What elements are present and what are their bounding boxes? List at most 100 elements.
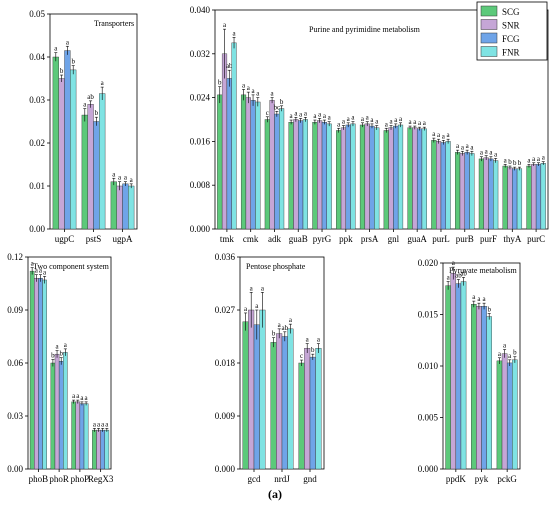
significance-letter: b [513,159,517,167]
bar [104,429,110,470]
x-tick-label: adk [268,234,281,244]
bar [540,163,546,230]
y-tick-label: 0.016 [190,136,211,146]
bar [312,122,318,230]
bar [469,153,475,230]
bar [431,140,437,230]
significance-letter: a [537,155,541,163]
bar [506,362,513,470]
y-tick-label: 0.05 [29,9,45,19]
legend-label: FCG [502,34,520,44]
legend-label: SNR [502,21,520,31]
significance-letter: a [447,131,451,139]
x-tick-label: pyk [475,474,489,484]
significance-letter: a [101,420,105,428]
x-tick-label: tmk [220,234,235,244]
x-tick-label: phoB [29,474,49,484]
x-tick-label: gcd [248,474,261,484]
y-tick-label: 0.06 [7,358,23,368]
bar [440,142,446,230]
significance-letter: a [470,143,474,151]
significance-letter: a [347,115,351,123]
significance-letter: a [498,350,502,358]
significance-letter: a [31,260,35,268]
figure-caption: (a) [268,487,282,501]
significance-letter: a [317,336,321,344]
bar [92,429,97,470]
significance-letter: a [306,336,310,344]
chart-purine: 0.000 0.008 0.016 0.024 0.032 0.040 Purine and… [190,5,549,244]
y-tick-label: 0.00 [7,464,23,474]
bar [374,127,380,230]
significance-letter: a [423,119,427,127]
bar [79,403,85,470]
significance-letter: a [105,420,109,428]
y-tick-label: 0.000 [418,464,439,474]
bar [93,121,100,230]
x-tick-label: RegX3 [88,474,114,484]
bar [397,124,404,230]
bar [478,158,484,230]
y-tick-label: 0.000 [215,464,236,474]
significance-letter: a [477,295,481,303]
significance-letter: a [442,132,446,140]
significance-letter: a [112,170,116,178]
bar [526,165,532,230]
significance-letter: a [437,131,441,139]
significance-letter: ab [226,62,233,70]
bar [248,309,255,470]
significance-letter: a [542,154,546,162]
chart-title: Pentose phosphate [246,262,306,271]
chart-title: Pyruvate metabolism [449,266,518,275]
bar [75,401,81,470]
x-tick-label: purF [480,234,497,244]
bar [364,123,370,230]
y-tick-label: 0.015 [418,310,439,320]
significance-letter: a [408,118,412,126]
bar [64,50,71,230]
bar [340,127,347,230]
bar [240,94,247,230]
bar [58,361,64,470]
significance-letter: a [130,176,134,184]
significance-letter: a [337,120,341,128]
bar [450,273,457,470]
bar [350,123,356,230]
chart-title: Transporters [94,19,134,28]
bar [288,122,294,230]
bar [416,128,423,230]
chart-title: Purine and pyrimidine metabolism [309,25,421,34]
significance-letter: a [466,142,470,150]
bar [304,348,311,470]
bar [483,157,489,230]
bar [302,119,308,230]
bar [52,56,59,230]
significance-letter: a [370,116,374,124]
bar [336,130,342,230]
y-tick-label: 0.03 [7,411,23,421]
significance-letter: a [118,174,122,182]
significance-letter: a [97,420,101,428]
bar [393,125,399,230]
chart-pentose: 0.000 0.009 0.018 0.027 0.036 Pentose phospha… [215,252,325,484]
bar [276,333,283,470]
x-tick-label: ppdK [446,474,467,484]
significance-letter: a [223,21,227,29]
x-tick-label: cmk [243,234,259,244]
bar [496,360,503,470]
significance-letter: a [35,267,39,275]
x-tick-label: pyrG [313,234,332,244]
bar [293,119,299,230]
significance-letter: a [432,130,436,138]
bar [464,152,470,230]
bar [110,181,117,230]
significance-letter: a [54,45,58,53]
bar [270,342,277,470]
y-tick-label: 0.040 [190,5,211,15]
bar [99,93,106,230]
legend-swatch [480,46,498,57]
significance-letter: a [351,114,355,122]
significance-letter: a [93,420,97,428]
significance-letter: a [101,79,105,87]
bar [281,336,288,470]
